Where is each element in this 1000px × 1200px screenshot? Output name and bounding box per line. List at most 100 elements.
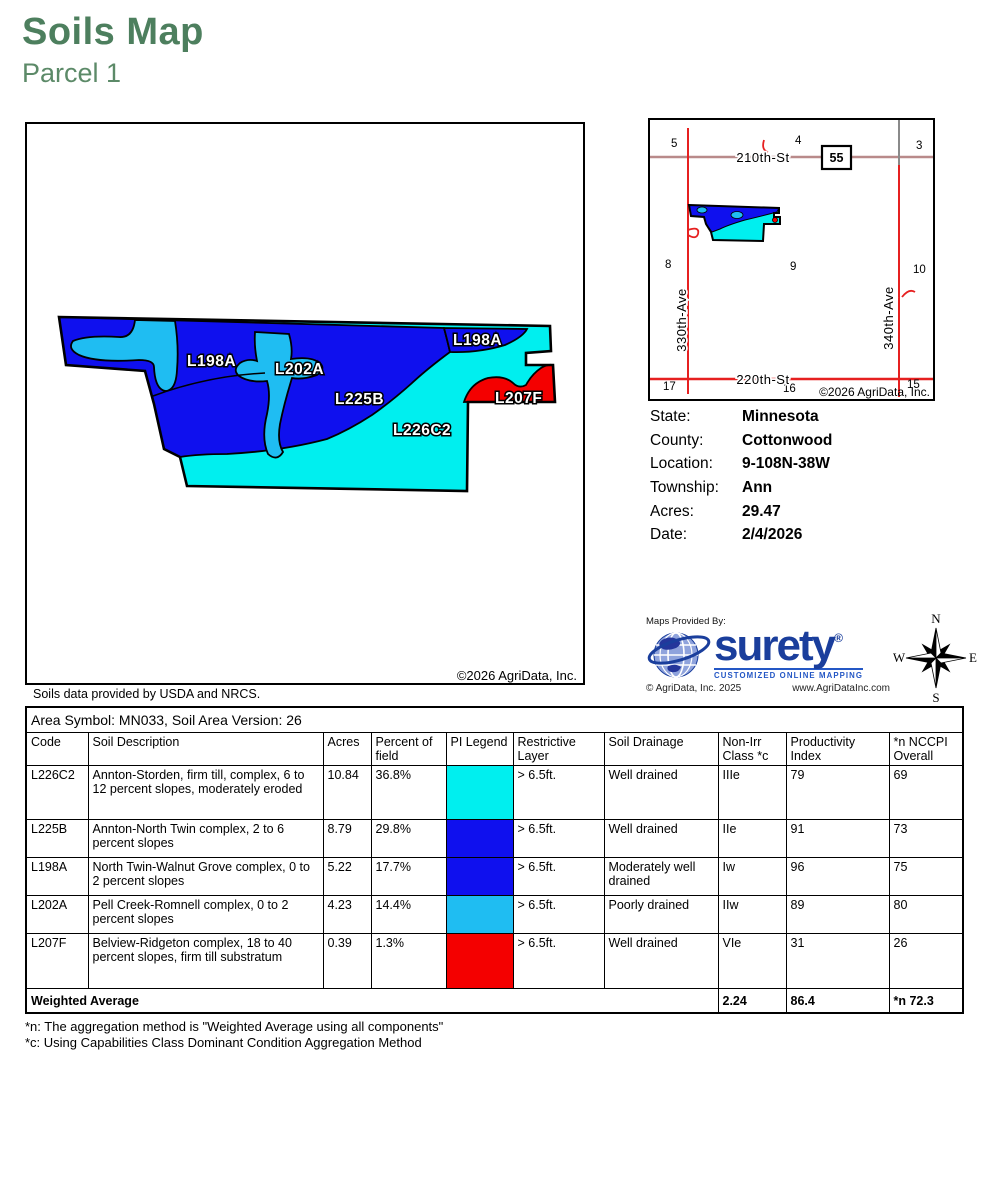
cell-acres: 10.84 [322, 765, 372, 820]
compass-north-label: N [931, 612, 941, 626]
compass-west-label: W [893, 650, 906, 665]
info-label: Township: [650, 479, 719, 497]
surety-logo: surety® CUSTOMIZED ONLINE MAPPING [646, 624, 892, 680]
section-numbers: 5 4 3 8 9 10 17 16 15 [663, 135, 926, 395]
cell-nonirr: IIw [717, 895, 787, 934]
map-label-l207f: L207F [495, 390, 542, 407]
table-row-l202a: L202A Pell Creek-Romnell complex, 0 to 2… [25, 895, 964, 934]
cell-drainage: Moderately well drained [603, 857, 719, 896]
soil-region-l202a-west [70, 319, 179, 392]
road-label-210th-st: 210th-St [736, 150, 789, 165]
area-symbol-text: Area Symbol: MN033, Soil Area Version: 2… [25, 706, 964, 733]
mini-parcel-red [772, 217, 778, 223]
cell-description: Belview-Ridgeton complex, 18 to 40 perce… [87, 933, 324, 989]
weighted-average-label: Weighted Average [25, 988, 719, 1014]
info-value: 2/4/2026 [742, 526, 803, 544]
map-label-l226c2: L226C2 [393, 422, 451, 439]
map-label-l198a: L198A [187, 353, 236, 370]
table-footnotes: *n: The aggregation method is "Weighted … [25, 1019, 443, 1051]
section-4: 4 [795, 135, 802, 147]
locator-inset-map: 5 4 3 8 9 10 17 16 15 210th-St 220th-St … [648, 118, 935, 401]
section-10: 10 [913, 264, 926, 276]
info-row-township: Township: Ann [650, 476, 832, 500]
info-row-county: County: Cottonwood [650, 429, 832, 453]
pi-legend-swatch [445, 819, 514, 858]
cell-nccpi: 80 [888, 895, 964, 934]
cell-nccpi: 75 [888, 857, 964, 896]
inset-copyright: ©2026 AgriData, Inc. [819, 385, 930, 399]
soils-map-canvas: L198A L202A L225B L226C2 L198A L207F ©20… [57, 315, 577, 683]
registered-mark: ® [834, 631, 843, 645]
soils-map: L198A L202A L225B L226C2 L198A L207F ©20… [25, 122, 585, 685]
road-mark-east [901, 289, 916, 298]
page-title: Soils Map [22, 11, 204, 53]
cell-acres: 8.79 [322, 819, 372, 858]
cell-drainage: Well drained [603, 819, 719, 858]
col-header-nonirr: Non-Irr Class *c [717, 732, 787, 766]
col-header-drainage: Soil Drainage [603, 732, 719, 766]
soil-boundary-line [152, 372, 266, 397]
info-row-acres: Acres: 29.47 [650, 500, 832, 524]
cell-restrictive: > 6.5ft. [512, 895, 605, 934]
map-label-l202a: L202A [275, 361, 324, 378]
report-header: Soils Map Parcel 1 [22, 11, 204, 89]
branding-copyright: © AgriData, Inc. 2025 [646, 683, 742, 694]
pi-legend-swatch [445, 895, 514, 934]
col-header-restrictive: Restrictive Layer [512, 732, 605, 766]
mini-parcel-blue [688, 204, 780, 233]
cell-nonirr: VIe [717, 933, 787, 989]
road-mark-north [762, 139, 769, 153]
info-label: Location: [650, 455, 713, 473]
cell-description: Pell Creek-Romnell complex, 0 to 2 perce… [87, 895, 324, 934]
info-value: 9-108N-38W [742, 455, 830, 473]
cell-restrictive: > 6.5ft. [512, 857, 605, 896]
cell-code: L202A [25, 895, 89, 934]
soils-data-caption: Soils data provided by USDA and NRCS. [33, 687, 261, 701]
branding-website: www.AgriDataInc.com [792, 683, 890, 694]
info-label: State: [650, 408, 691, 425]
mini-parcel [687, 203, 781, 243]
info-value: Minnesota [742, 408, 819, 425]
cell-productivity: 31 [785, 933, 890, 989]
table-row-l198a: L198A North Twin-Walnut Grove complex, 0… [25, 857, 964, 896]
cell-drainage: Well drained [603, 765, 719, 820]
info-label: County: [650, 431, 704, 449]
cell-productivity: 96 [785, 857, 890, 896]
cell-drainage: Poorly drained [603, 895, 719, 934]
cell-acres: 5.22 [322, 857, 372, 896]
pi-legend-swatch [445, 857, 514, 896]
cell-drainage: Well drained [603, 933, 719, 989]
cell-percent: 14.4% [370, 895, 447, 934]
col-header-percent: Percent of field [370, 732, 447, 766]
map-label-l225b: L225B [335, 391, 384, 408]
table-header-row: Code Soil Description Acres Percent of f… [25, 732, 964, 766]
parcel-outline [57, 315, 557, 493]
area-symbol-row: Area Symbol: MN033, Soil Area Version: 2… [25, 706, 964, 733]
info-label: Date: [650, 526, 688, 544]
cell-percent: 29.8% [370, 819, 447, 858]
section-3: 3 [916, 140, 922, 152]
info-row-date: Date: 2/4/2026 [650, 523, 832, 547]
cell-restrictive: > 6.5ft. [512, 933, 605, 989]
cell-description: Annton-Storden, firm till, complex, 6 to… [87, 765, 324, 820]
road-mark-west [687, 227, 700, 239]
cell-nccpi: 26 [888, 933, 964, 989]
cell-nccpi: 69 [888, 765, 964, 820]
col-header-acres: Acres [322, 732, 372, 766]
branding-footer: © AgriData, Inc. 2025 www.AgriDataInc.co… [646, 683, 890, 694]
info-row-state: State: Minnesota [650, 405, 832, 429]
cell-productivity: 91 [785, 819, 890, 858]
table-row-l226c2: L226C2 Annton-Storden, firm till, comple… [25, 765, 964, 820]
cell-productivity: 89 [785, 895, 890, 934]
section-15: 15 [907, 379, 920, 391]
section-16: 16 [783, 383, 796, 395]
soils-table: Area Symbol: MN033, Soil Area Version: 2… [25, 706, 965, 1014]
section-8: 8 [665, 259, 671, 271]
surety-logo-text: surety [714, 621, 836, 670]
section-9: 9 [790, 261, 796, 273]
maps-provided-by-label: Maps Provided By: [646, 616, 726, 627]
col-header-code: Code [25, 732, 89, 766]
highway-55-number: 55 [830, 151, 844, 165]
pi-legend-swatch [445, 933, 514, 989]
cell-restrictive: > 6.5ft. [512, 819, 605, 858]
